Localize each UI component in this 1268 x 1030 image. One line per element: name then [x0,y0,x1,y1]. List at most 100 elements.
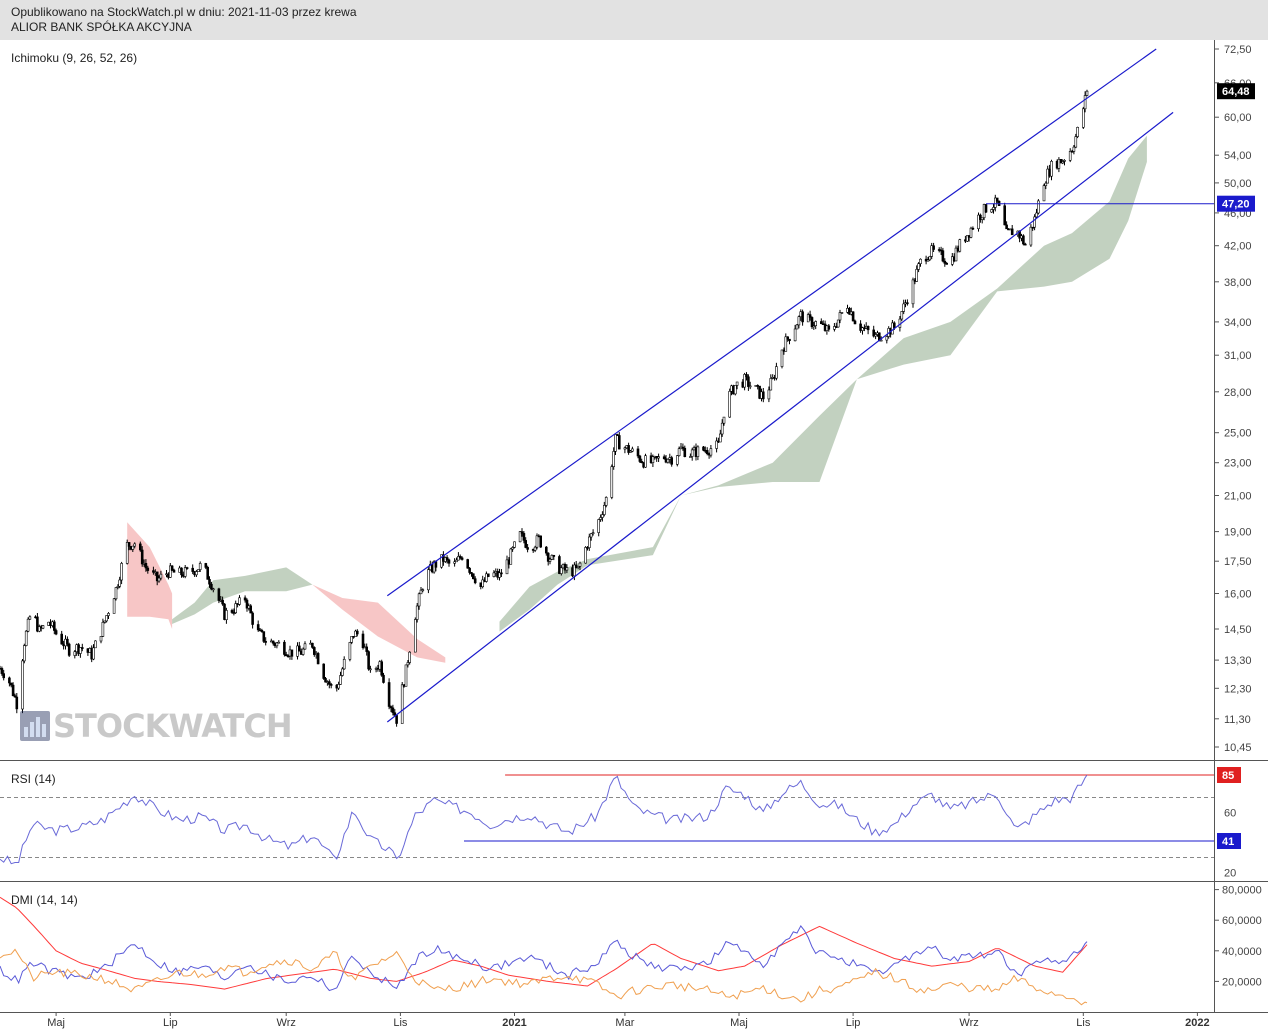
candle-body [958,239,962,252]
candle-body [1059,159,1063,164]
candle-body [576,565,580,568]
candle-body [21,660,24,710]
candle-body [775,366,778,379]
candle-body [666,458,670,463]
candle-body [197,569,200,572]
price-axis-ticks: 72,5066,0060,0054,0050,0046,0042,0038,00… [1214,44,1255,754]
time-tick-label: Lip [163,1017,178,1029]
candle-body [406,662,410,666]
watermark-text: STOCKWATCH [53,707,293,745]
candle-body [355,630,359,635]
candle-body [696,446,700,457]
candle-body [1005,224,1008,230]
instrument-name: ALIOR BANK SPÓŁKA AKCYJNA [11,20,192,34]
candle-body [1057,159,1061,169]
rsi-upper-badge [1217,767,1241,783]
candle-body [761,391,765,400]
candle-body [806,314,810,323]
candle-body [793,328,797,342]
publication-info: Opublikowano na StockWatch.pl w dniu: 20… [11,5,357,19]
rsi-tick-label: 20 [1224,868,1236,880]
candle-body [312,647,316,655]
candle-body [747,376,750,387]
candle-body [559,567,563,574]
candle-body [348,642,352,660]
candle-body [485,573,488,582]
candle-body [885,336,889,341]
candle-body [92,647,95,660]
candle-body [271,640,275,644]
candle-body [900,311,904,320]
price-tick-label: 13,30 [1224,655,1252,667]
candle-body [810,317,814,328]
candle-body [421,589,425,592]
candle-body [709,448,713,456]
candle-body [24,630,28,646]
candle-body [337,684,340,689]
channel-upper-line [386,48,1157,597]
rsi-line [0,774,1088,865]
candle-body [0,668,4,674]
time-tick-label: Lis [1076,1017,1091,1029]
candle-body [172,569,176,573]
price-tick-label: 14,50 [1224,624,1252,636]
candle-body [212,588,215,591]
candle-body [195,571,198,576]
candle-body [380,661,384,676]
candle-body [159,573,163,579]
candle-body [243,597,247,601]
candle-body [339,675,342,685]
candle-body [651,456,655,464]
candle-body [705,450,709,454]
candle-body [801,311,804,323]
ichimoku-label: Ichimoku (9, 26, 52, 26) [11,51,137,65]
candle-body [37,626,41,632]
candle-body [677,448,681,457]
candle-body [131,545,135,550]
last-price-label: 64,48 [1222,86,1250,98]
price-tick-label: 54,00 [1224,150,1252,162]
candle-body [769,378,773,391]
candle-body [225,610,228,621]
candle-body [546,552,550,562]
candle-body [125,542,129,564]
candle-body [906,302,909,305]
candle-body [505,559,509,575]
candle-body [1031,226,1034,229]
candle-body [498,572,501,578]
rsi-lower-label: 41 [1222,836,1234,848]
candle-body [745,374,748,378]
candle-body [391,707,395,713]
candle-body [316,653,320,665]
candle-body [720,422,724,435]
candle-body [112,598,116,614]
time-tick-label: Maj [730,1017,748,1029]
candle-body [361,633,365,648]
candle-body [1010,228,1014,236]
candle-body [427,569,430,591]
cloud-segment-bullish [172,567,313,624]
candle-body [350,635,354,643]
candle-body [604,497,608,506]
candle-body [415,605,419,620]
candle-body [511,547,514,550]
cloud-segment-bearish [312,584,446,663]
candle-body [455,559,458,563]
candle-body [245,599,249,609]
candle-body [404,664,408,687]
candle-body [262,631,266,642]
time-tick-label: Lis [393,1017,408,1029]
candle-body [198,563,202,570]
candle-body [836,319,840,328]
candle-body [601,514,604,518]
price-tick-label: 50,00 [1224,178,1252,190]
time-tick-label: Wrz [959,1017,978,1029]
candle-body [993,197,997,208]
time-tick-label: Lip [846,1017,861,1029]
candle-body [342,658,346,670]
price-tick-label: 60,00 [1224,112,1252,124]
dmi-line-adx [0,896,1088,990]
candle-body [1050,161,1053,177]
candle-body [60,633,64,645]
candle-body [535,535,539,548]
